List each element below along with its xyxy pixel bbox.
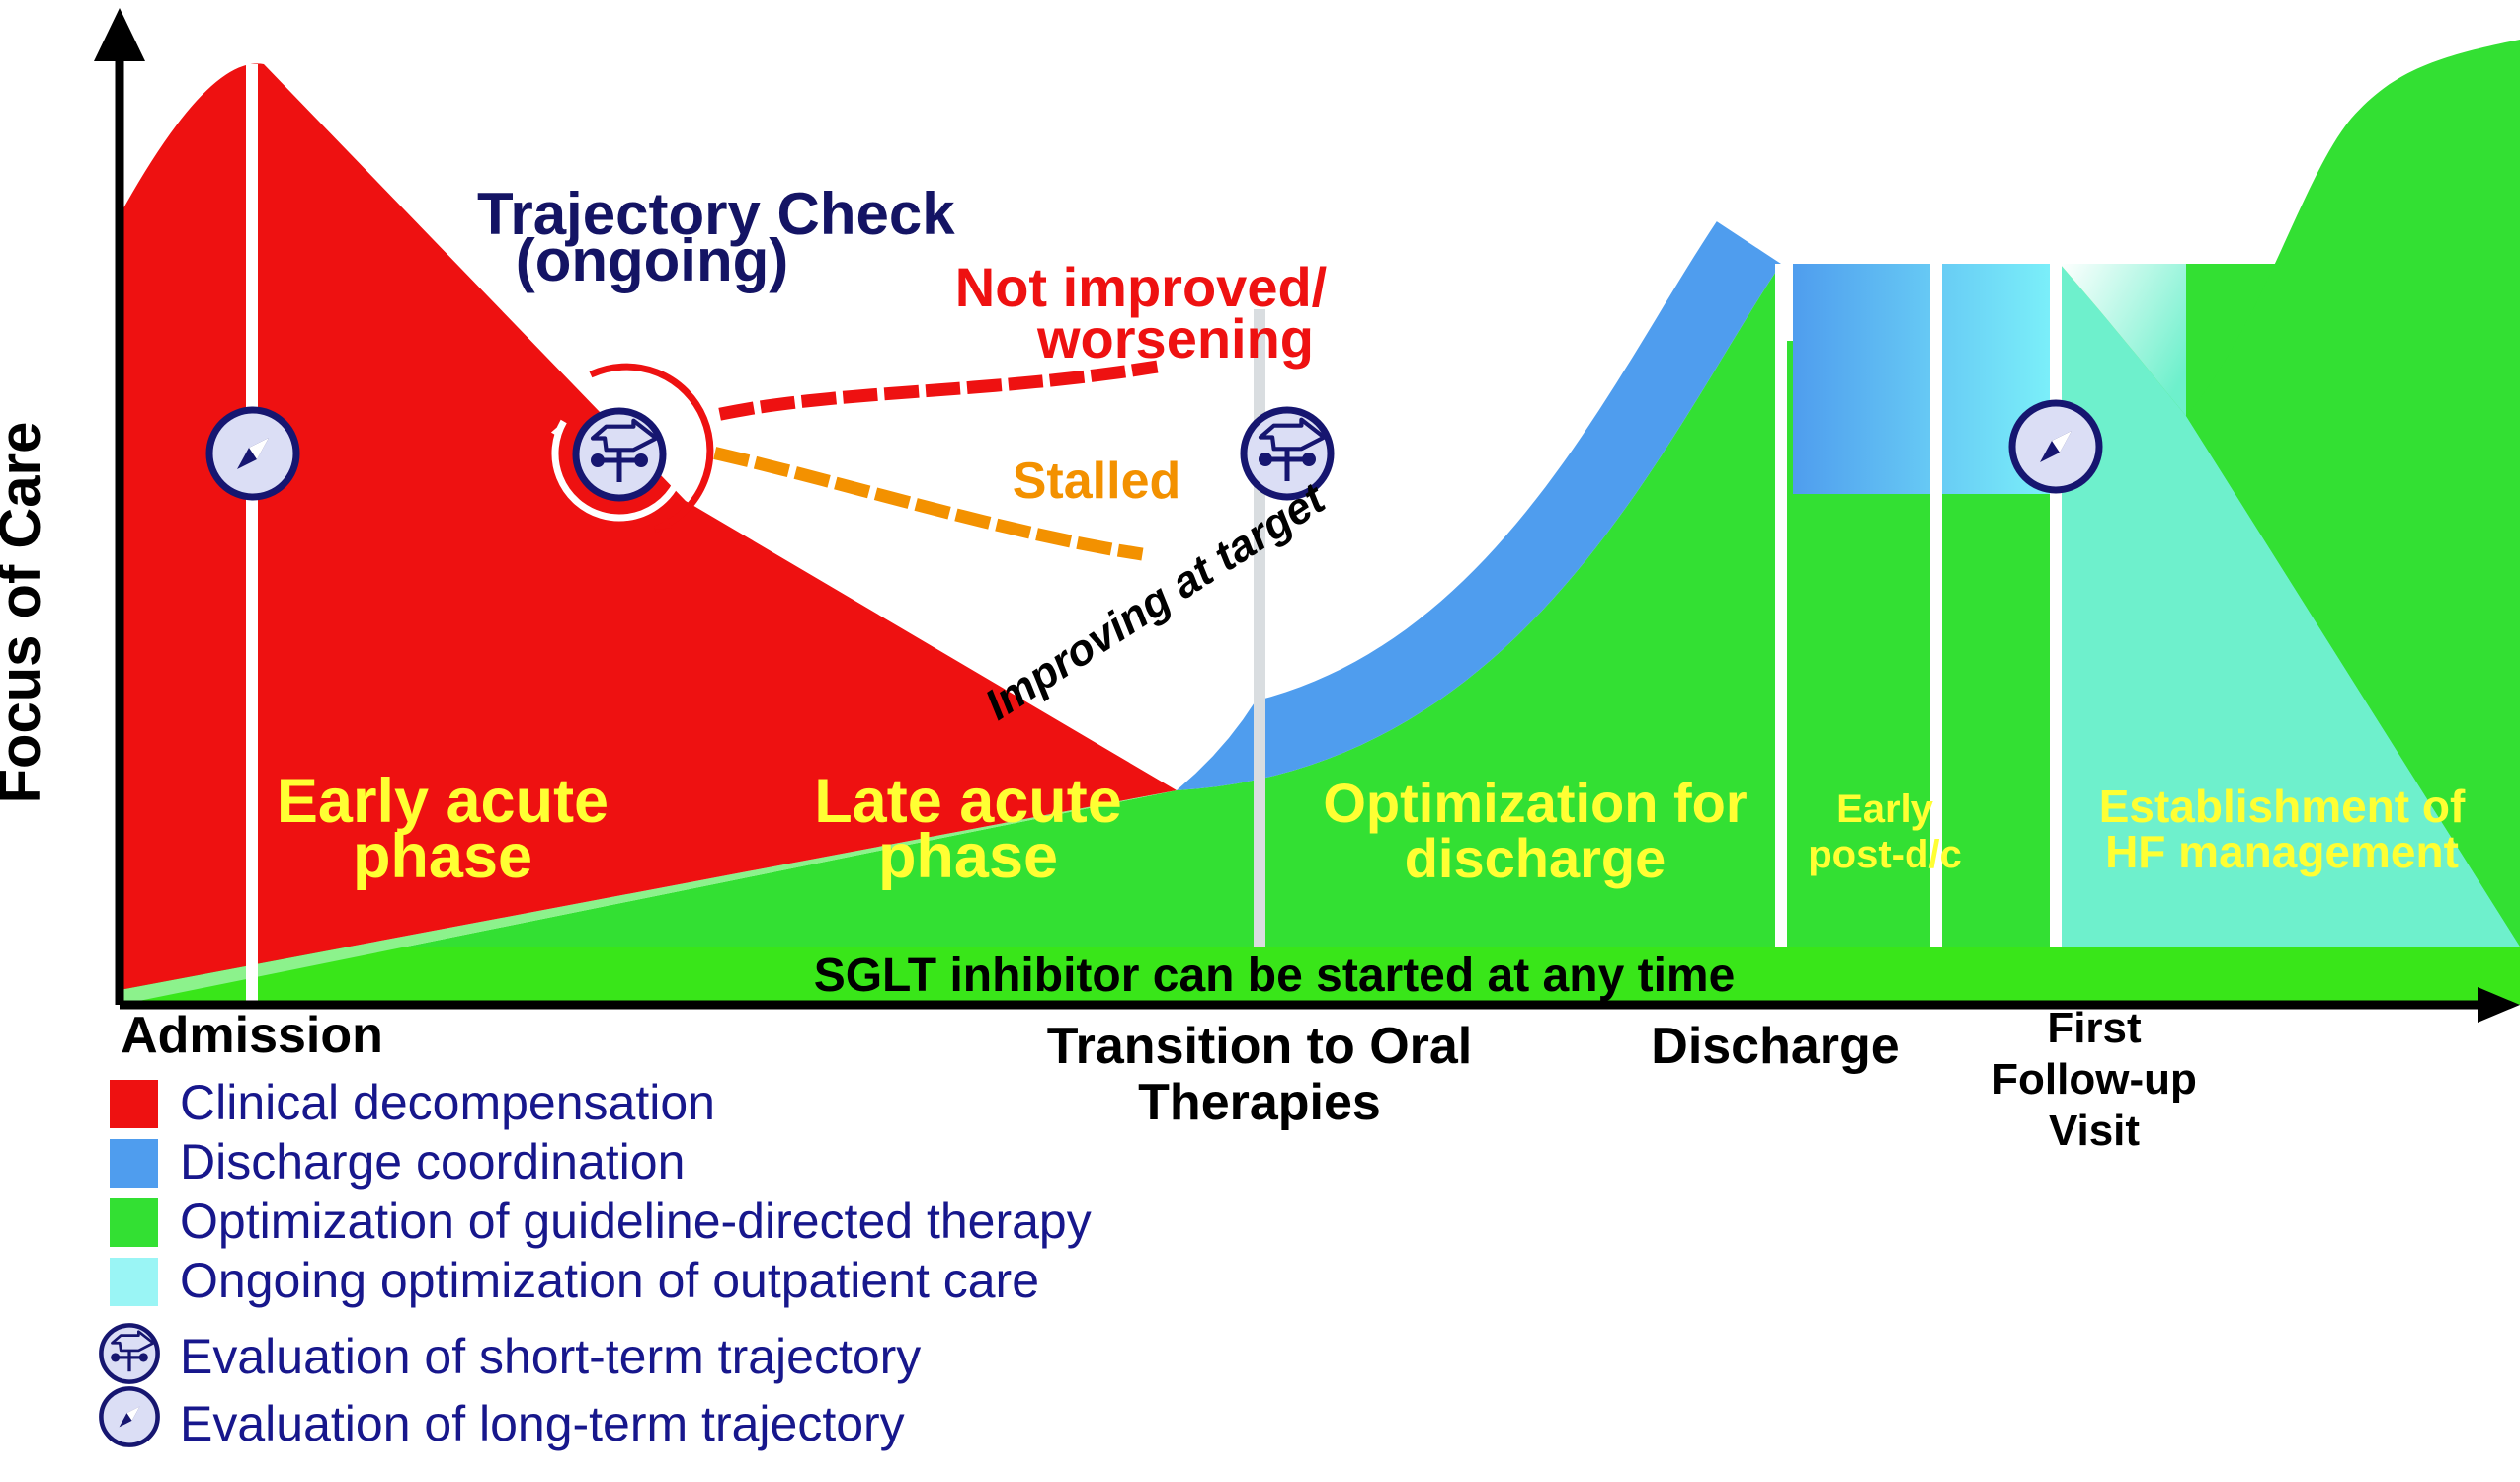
svg-text:Follow-up: Follow-up (1992, 1055, 2197, 1104)
svg-text:Discharge coordination: Discharge coordination (180, 1134, 685, 1190)
svg-text:Focus of Care: Focus of Care (0, 422, 52, 804)
svg-text:Optimization for: Optimization for (1323, 772, 1747, 834)
svg-text:(ongoing): (ongoing) (516, 227, 789, 293)
svg-text:Optimization of guideline-dire: Optimization of guideline-directed thera… (180, 1194, 1092, 1249)
svg-text:HF management: HF management (2105, 826, 2459, 877)
svg-text:Improving at target: Improving at target (977, 473, 1336, 729)
svg-text:Discharge: Discharge (1651, 1018, 1899, 1075)
svg-text:Clinical decompensation: Clinical decompensation (180, 1075, 715, 1130)
svg-text:phase: phase (353, 822, 532, 891)
svg-text:Early: Early (1836, 787, 1934, 831)
svg-text:SGLT inhibitor can be started: SGLT inhibitor can be started at any tim… (814, 949, 1736, 1002)
svg-text:Stalled: Stalled (1013, 453, 1181, 510)
svg-text:worsening: worsening (1036, 307, 1314, 370)
svg-text:post-d/c: post-d/c (1808, 833, 1962, 876)
svg-text:Transition to Oral: Transition to Oral (1047, 1018, 1473, 1075)
svg-text:First: First (2047, 1004, 2142, 1052)
svg-text:phase: phase (878, 822, 1058, 891)
svg-text:Admission: Admission (121, 1007, 383, 1064)
svg-text:Ongoing optimization of outpat: Ongoing optimization of outpatient care (180, 1253, 1039, 1308)
svg-text:Evaluation of long-term trajec: Evaluation of long-term trajectory (180, 1396, 905, 1451)
svg-text:Visit: Visit (2049, 1107, 2140, 1155)
svg-text:discharge: discharge (1405, 827, 1666, 889)
svg-text:Establishment of: Establishment of (2099, 781, 2466, 832)
svg-text:Evaluation of short-term traje: Evaluation of short-term trajectory (180, 1329, 921, 1384)
svg-text:Therapies: Therapies (1138, 1074, 1381, 1131)
